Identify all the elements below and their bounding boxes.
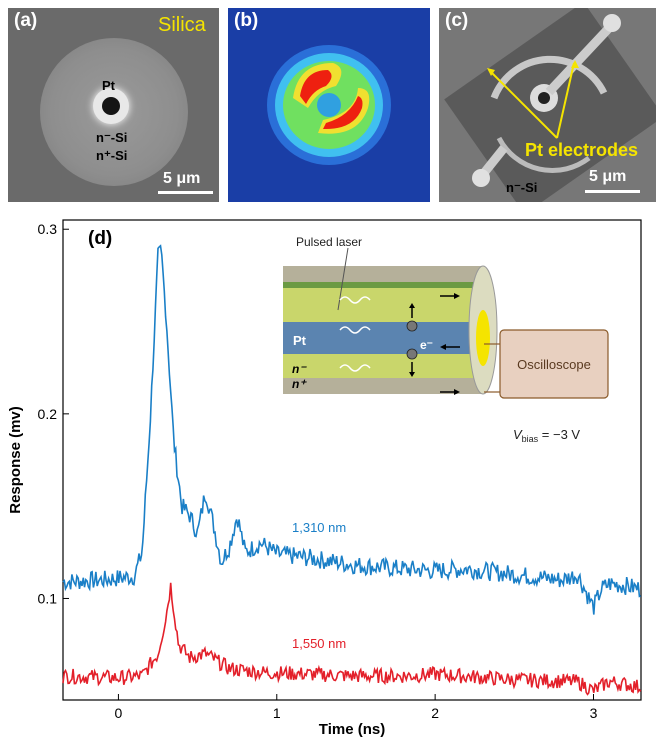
panel-a: (a) Silica Pt n⁻-Si n⁺-Si 5 μm bbox=[8, 8, 219, 202]
device-schematic: Pulsed laser Pt e⁻ n⁻ n⁺ Oscilloscope Vb… bbox=[283, 235, 609, 444]
series-line-0 bbox=[62, 244, 641, 615]
panel-b-label: (b) bbox=[234, 10, 259, 31]
panel-c: (c) Pt electrodes n⁻-Si 5 μm bbox=[439, 8, 656, 202]
oscilloscope-label: Oscilloscope bbox=[517, 357, 591, 372]
y-tick-label-2: 0.3 bbox=[38, 221, 58, 237]
pt-layer-label: Pt bbox=[293, 333, 307, 348]
x-axis-title: Time (ns) bbox=[319, 721, 385, 738]
silica-label: Silica bbox=[158, 14, 206, 36]
electrode-sem-image bbox=[444, 8, 656, 202]
laser-label: Pulsed laser bbox=[296, 235, 362, 249]
layer-n-minus-label: n⁻-Si bbox=[96, 130, 128, 145]
layer-label: n⁻-Si bbox=[506, 180, 538, 195]
x-tick-label-3: 3 bbox=[590, 705, 598, 721]
y-tick-label-1: 0.2 bbox=[38, 406, 58, 422]
series-layer bbox=[62, 244, 642, 696]
layer-n-plus-label: n⁺-Si bbox=[96, 148, 128, 163]
scale-bar bbox=[158, 191, 213, 194]
scale-bar-label: 5 μm bbox=[589, 168, 627, 185]
panel-d-label: (d) bbox=[88, 228, 112, 249]
legend-1550: 1,550 nm bbox=[292, 636, 346, 651]
legend-1310: 1,310 nm bbox=[292, 520, 346, 535]
y-axis-title: Response (mv) bbox=[7, 406, 24, 514]
x-tick-label-2: 2 bbox=[431, 705, 439, 721]
y-tick-label-0: 0.1 bbox=[38, 590, 58, 606]
mode-intensity-map bbox=[267, 45, 391, 165]
core-hole bbox=[102, 97, 120, 115]
pt-label: Pt bbox=[102, 78, 115, 93]
x-tick-label-1: 1 bbox=[273, 705, 281, 721]
annotation-arrow-right bbox=[556, 62, 575, 139]
panel-b: (b) bbox=[228, 8, 430, 202]
pt-electrodes-label: Pt electrodes bbox=[525, 140, 639, 160]
x-tick-label-0: 0 bbox=[115, 705, 123, 721]
bias-voltage-label: Vbias = −3 V bbox=[513, 427, 580, 444]
oscilloscope-box bbox=[499, 329, 609, 399]
n-plus-label: n⁺ bbox=[292, 377, 307, 391]
annotation-arrow-left bbox=[488, 69, 558, 139]
response-chart: 0 1 2 3 0.1 0.2 0.3 (d) Time (ns) Response (mv… bbox=[7, 219, 642, 738]
series-line-1 bbox=[62, 582, 642, 696]
n-minus-label: n⁻ bbox=[292, 362, 307, 376]
scale-bar bbox=[585, 190, 640, 193]
plot-frame bbox=[62, 219, 642, 701]
scale-bar-label: 5 μm bbox=[163, 170, 201, 187]
electron-label: e⁻ bbox=[420, 338, 433, 352]
ticks-layer: 0 1 2 3 0.1 0.2 0.3 bbox=[38, 221, 598, 721]
panel-c-label: (c) bbox=[445, 10, 469, 31]
panel-a-label: (a) bbox=[14, 10, 38, 31]
